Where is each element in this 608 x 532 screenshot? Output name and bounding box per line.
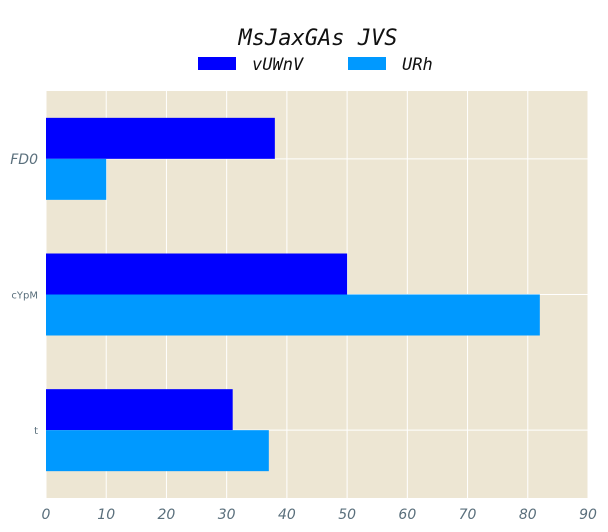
bar-vuwnv-t: [46, 389, 233, 431]
bar-urh-cypm: [46, 294, 540, 336]
x-tick-label: 50: [338, 507, 356, 523]
x-tick-label: 70: [459, 507, 477, 523]
legend-label-vuwnv: vUWnV: [252, 55, 304, 75]
bar-vuwnv-cypm: [46, 253, 348, 295]
legend-swatch-vuwnv: [198, 57, 236, 70]
y-tick-label: t: [34, 426, 38, 437]
x-tick-label: 20: [158, 507, 176, 523]
x-axis-ticks: 0 10 20 30 40 50 60 70 80 90: [42, 507, 597, 523]
bar-urh-fd0: [46, 158, 107, 200]
x-tick-label: 30: [218, 507, 236, 523]
legend: vUWnV URh: [198, 55, 433, 75]
x-tick-label: 40: [278, 507, 296, 523]
y-axis-ticks: FD0 cYpM t: [10, 152, 38, 437]
y-tick-label: FD0: [10, 152, 38, 168]
bar-urh-t: [46, 430, 269, 472]
x-tick-label: 10: [97, 507, 115, 523]
y-tick-label: cYpM: [11, 291, 38, 302]
x-tick-label: 60: [398, 507, 416, 523]
x-tick-label: 90: [579, 507, 597, 523]
x-tick-label: 80: [519, 507, 537, 523]
bars: [46, 117, 540, 472]
legend-swatch-urh: [348, 57, 386, 70]
x-tick-label: 0: [42, 507, 51, 523]
legend-label-urh: URh: [402, 55, 433, 75]
chart-title: MsJaxGAs JVS: [238, 26, 398, 51]
bar-vuwnv-fd0: [46, 117, 275, 159]
